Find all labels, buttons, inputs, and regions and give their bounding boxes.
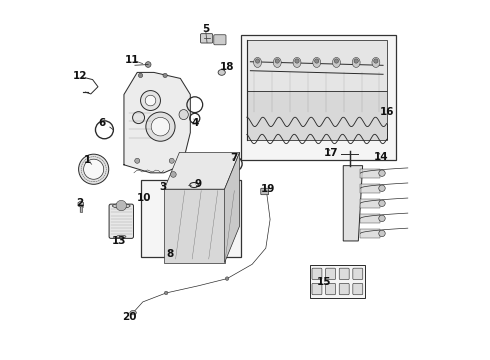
Ellipse shape [218,69,225,75]
Polygon shape [247,40,387,91]
Bar [141,180,242,257]
Ellipse shape [254,58,262,67]
Circle shape [315,59,319,63]
Text: 1: 1 [84,155,92,165]
Ellipse shape [379,215,385,221]
FancyBboxPatch shape [339,268,349,280]
FancyBboxPatch shape [312,268,322,280]
Circle shape [146,112,175,141]
Circle shape [84,159,104,179]
Text: 18: 18 [220,62,234,72]
Polygon shape [124,72,190,173]
Bar [80,206,82,212]
Ellipse shape [379,230,385,237]
Circle shape [334,59,339,63]
Circle shape [138,73,143,78]
FancyBboxPatch shape [326,283,336,295]
Text: 11: 11 [125,55,139,65]
Ellipse shape [273,58,281,67]
Polygon shape [164,152,240,189]
Polygon shape [247,91,387,140]
FancyBboxPatch shape [200,34,213,43]
FancyBboxPatch shape [353,283,363,295]
Ellipse shape [379,170,385,176]
Text: 2: 2 [76,198,84,208]
Circle shape [146,62,151,67]
Text: 9: 9 [195,179,202,189]
Circle shape [225,277,229,280]
Bar [310,265,366,298]
Text: 19: 19 [261,184,275,194]
Polygon shape [361,169,380,178]
Circle shape [145,95,156,106]
Circle shape [169,158,174,163]
Ellipse shape [379,185,385,192]
Circle shape [116,201,126,211]
Ellipse shape [352,58,360,67]
Polygon shape [224,152,240,263]
Circle shape [78,154,109,184]
Ellipse shape [179,109,188,120]
Circle shape [255,59,260,63]
Circle shape [141,91,160,111]
FancyBboxPatch shape [312,283,322,295]
Polygon shape [343,166,363,241]
Circle shape [164,291,168,295]
Text: 3: 3 [159,182,166,192]
Ellipse shape [372,58,380,67]
Text: 12: 12 [73,71,87,81]
Text: 4: 4 [191,118,198,128]
Ellipse shape [293,58,301,67]
Text: 7: 7 [231,153,238,163]
Ellipse shape [333,58,341,67]
FancyBboxPatch shape [261,188,269,195]
FancyBboxPatch shape [339,283,349,295]
Circle shape [374,59,378,63]
Text: 14: 14 [374,152,389,162]
Text: 6: 6 [98,118,105,128]
Text: 15: 15 [317,277,331,287]
Polygon shape [361,199,380,208]
Polygon shape [361,184,380,193]
Ellipse shape [379,200,385,207]
Circle shape [295,59,299,63]
Text: 17: 17 [324,148,339,158]
Circle shape [133,112,145,123]
Text: 16: 16 [379,107,394,117]
Polygon shape [78,201,83,207]
Circle shape [151,117,170,136]
Polygon shape [361,214,380,223]
Circle shape [275,59,279,63]
Polygon shape [361,229,380,238]
Text: 10: 10 [137,193,151,203]
Ellipse shape [313,58,320,67]
Circle shape [354,59,358,63]
Ellipse shape [130,311,136,315]
Ellipse shape [112,204,130,208]
Text: 8: 8 [166,248,173,258]
Text: 20: 20 [122,312,137,322]
FancyBboxPatch shape [326,268,336,280]
FancyBboxPatch shape [353,268,363,280]
FancyBboxPatch shape [109,204,133,238]
Text: 13: 13 [112,236,126,246]
Circle shape [135,158,140,163]
Polygon shape [164,189,224,263]
Circle shape [171,172,176,177]
Text: 5: 5 [202,24,209,35]
Bar [242,35,395,160]
Ellipse shape [117,235,126,238]
FancyBboxPatch shape [214,35,226,45]
Circle shape [163,73,167,78]
